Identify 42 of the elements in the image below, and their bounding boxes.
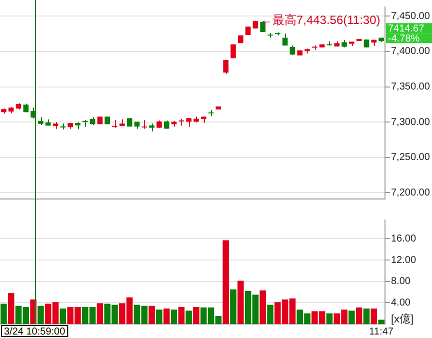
candlestick xyxy=(112,119,118,128)
y-tick-label: 4.00 xyxy=(391,297,411,308)
annotation: ←最高7,443.56(11:30) xyxy=(260,13,380,28)
text: 3/24 10:59:00 xyxy=(4,326,66,338)
bar xyxy=(178,306,185,324)
bar xyxy=(348,310,355,324)
bar xyxy=(163,308,170,324)
y-tick-label: 7,250.00 xyxy=(391,152,430,164)
text: -4.78% xyxy=(388,33,420,44)
bar xyxy=(356,307,362,324)
y-tick-label: 7,350.00 xyxy=(391,82,430,93)
bar xyxy=(230,289,236,324)
bar xyxy=(148,306,155,324)
bar xyxy=(260,290,266,324)
y-tick-label: 16.00 xyxy=(391,233,416,244)
bar xyxy=(326,313,333,324)
bar xyxy=(370,308,378,324)
bar xyxy=(8,293,14,324)
y-tick-label: 7,200.00 xyxy=(391,187,430,198)
y-tick-label: 12.00 xyxy=(391,254,416,266)
bar xyxy=(96,303,104,324)
y-tick-label: 8.00 xyxy=(391,276,411,288)
text: 11:47 xyxy=(369,326,394,338)
bar xyxy=(156,310,162,324)
bar xyxy=(363,308,370,324)
candlestick xyxy=(223,59,228,75)
bar xyxy=(222,240,229,324)
y-tick-label: 7,300.00 xyxy=(391,116,430,128)
bar xyxy=(378,320,384,324)
y-tick-label: 7,400.00 xyxy=(391,46,430,58)
bar xyxy=(170,310,178,324)
candlestick xyxy=(290,45,296,56)
bar xyxy=(38,306,44,324)
bar xyxy=(186,310,192,324)
bar xyxy=(193,306,200,324)
bar xyxy=(237,280,244,324)
bar xyxy=(267,304,274,324)
y-tick-label: 7,450.00 xyxy=(391,10,430,22)
y-axis-title: [x億] xyxy=(391,312,414,326)
text: 7414.67 xyxy=(388,23,425,34)
bar xyxy=(60,308,66,324)
bar xyxy=(0,304,7,324)
